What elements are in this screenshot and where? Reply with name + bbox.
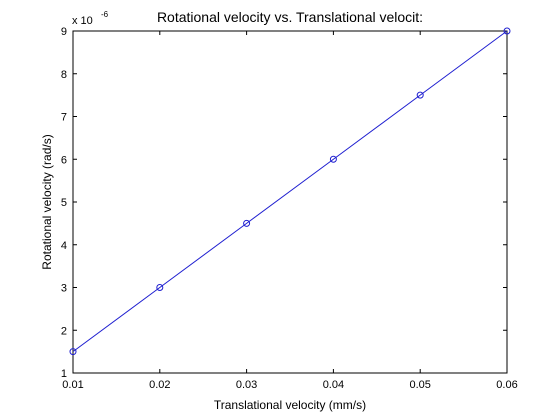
y-axis-exponent-base: x 10 (72, 15, 93, 27)
x-tick-label-0: 0.01 (62, 379, 83, 391)
y-axis-exponent-power: -6 (101, 10, 109, 19)
series-line (72, 30, 508, 353)
x-tick-label-4: 0.05 (409, 379, 430, 391)
y-tick-label-5: 6 (61, 154, 67, 166)
data-point-5 (503, 27, 511, 35)
x-tick-label-1: 0.02 (149, 379, 170, 391)
data-point-0 (69, 348, 77, 356)
plot-area (72, 30, 508, 374)
data-point-3 (329, 155, 337, 163)
chart-title: Rotational velocity vs. Translational ve… (157, 9, 423, 25)
data-series (69, 27, 511, 356)
y-tick-label-8: 9 (61, 26, 67, 38)
x-tick-label-3: 0.04 (323, 379, 344, 391)
y-axis-label: Rotational velocity (rad/s) (40, 134, 54, 269)
y-tick-label-2: 3 (61, 283, 67, 295)
y-tick-label-7: 8 (61, 69, 67, 81)
x-tick-label-2: 0.03 (236, 379, 257, 391)
x-axis-label: Translational velocity (mm/s) (214, 398, 366, 412)
y-tick-label-6: 7 (61, 112, 67, 124)
y-tick-label-4: 5 (61, 197, 67, 209)
data-point-4 (416, 91, 424, 99)
data-point-1 (156, 284, 164, 291)
y-tick-label-0: 1 (61, 368, 67, 380)
y-tick-label-1: 2 (61, 325, 67, 337)
y-tick-label-3: 4 (61, 240, 67, 252)
x-axis-ticks: 0.01 0.02 0.03 0.04 0.05 0.06 (62, 31, 518, 391)
data-point-2 (243, 219, 251, 227)
x-tick-label-5: 0.06 (496, 379, 517, 391)
